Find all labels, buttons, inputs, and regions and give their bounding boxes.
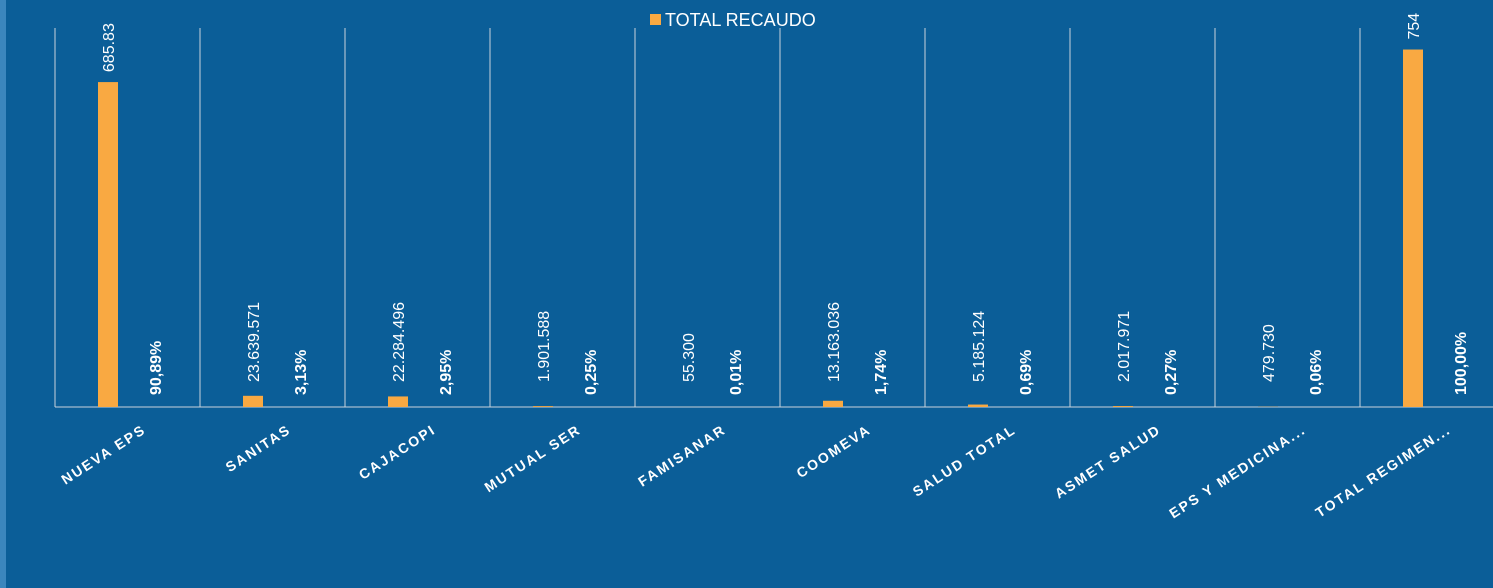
- percent-label: 0,69%: [1018, 350, 1035, 395]
- bar: [98, 82, 118, 407]
- percent-label: 0,27%: [1163, 350, 1180, 395]
- percent-label: 2,95%: [438, 350, 455, 395]
- percent-label: 3,13%: [293, 350, 310, 395]
- value-label: 22.284.496: [391, 302, 408, 382]
- percent-label: 100,00%: [1453, 332, 1470, 395]
- value-label: 13.163.036: [826, 302, 843, 382]
- value-label: 1.901.588: [536, 311, 553, 382]
- legend-label: TOTAL RECAUDO: [665, 10, 816, 30]
- legend-swatch: [650, 14, 661, 25]
- bar: [823, 400, 843, 407]
- percent-label: 1,74%: [873, 350, 890, 395]
- value-label: 23.639.571: [246, 302, 263, 382]
- bar: [243, 395, 263, 407]
- left-edge: [0, 0, 6, 588]
- bar: [1113, 406, 1133, 407]
- percent-label: 0,01%: [728, 350, 745, 395]
- percent-label: 0,06%: [1308, 350, 1325, 395]
- value-label: 754: [1406, 13, 1423, 40]
- bar: [388, 396, 408, 407]
- bar: [1403, 49, 1423, 408]
- value-label: 479.730: [1261, 324, 1278, 382]
- value-label: 685.83: [101, 23, 118, 72]
- percent-label: 0,25%: [583, 350, 600, 395]
- bar: [533, 406, 553, 407]
- value-label: 2.017.971: [1116, 311, 1133, 382]
- value-label: 55.300: [681, 333, 698, 382]
- percent-label: 90,89%: [148, 341, 165, 395]
- value-label: 5.185.124: [971, 311, 988, 382]
- bar: [968, 404, 988, 407]
